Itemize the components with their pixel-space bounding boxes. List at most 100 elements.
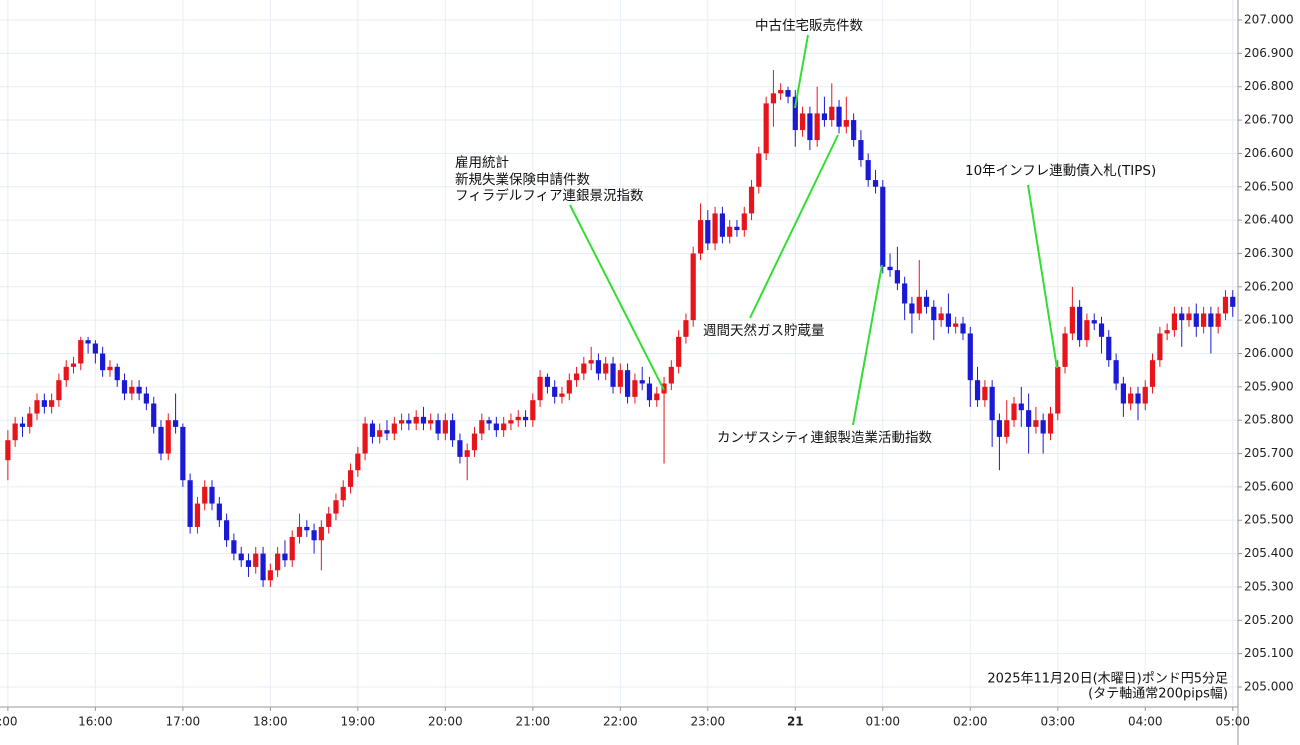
candle-body: [92, 343, 98, 354]
candle-body: [107, 366, 113, 371]
candle-body: [982, 386, 988, 401]
candle-body: [603, 363, 609, 374]
candle-body: [158, 426, 164, 454]
candle-body: [537, 376, 543, 401]
candle-body: [945, 313, 952, 327]
candle-body: [624, 370, 631, 397]
candle-body: [1230, 296, 1236, 307]
candle-body: [326, 513, 332, 527]
candle-body: [1026, 410, 1032, 427]
candle-body: [1040, 420, 1046, 434]
x-tick-label: 18:00: [253, 715, 288, 729]
candle-body: [880, 186, 886, 267]
candle-body: [1135, 393, 1141, 404]
candle-body: [770, 93, 777, 104]
candle-body: [974, 380, 981, 401]
candle-body: [1201, 313, 1207, 327]
y-tick-label: 205.200: [1244, 613, 1294, 627]
candle-body: [129, 386, 135, 394]
candle-body: [1091, 320, 1097, 324]
candle-body: [209, 486, 215, 504]
candle-body: [522, 416, 529, 421]
x-tick-label: 03:00: [1040, 715, 1075, 729]
candle-body: [989, 386, 995, 421]
candle-body: [799, 113, 806, 131]
x-tick-label: 16:00: [78, 715, 113, 729]
candle-body: [63, 366, 69, 381]
y-tick-label: 206.300: [1244, 246, 1294, 260]
candle-body: [70, 363, 77, 367]
candle-body: [595, 360, 602, 374]
pointer: [749, 134, 839, 319]
candle-body: [953, 323, 959, 327]
candle-body: [493, 423, 499, 431]
candle-body: [56, 380, 62, 401]
candle-body: [486, 420, 492, 424]
candle-body: [1171, 313, 1177, 331]
candle-body: [683, 320, 689, 337]
candle-body: [413, 416, 419, 424]
y-tick-label: 205.100: [1244, 646, 1294, 660]
candle-body: [479, 420, 485, 434]
y-tick-label: 206.900: [1244, 46, 1294, 60]
candle-body: [1047, 413, 1054, 434]
x-tick-label: 17:00: [166, 715, 201, 729]
x-tick-label: :00: [0, 715, 18, 729]
pointer: [1027, 184, 1058, 369]
candle-body: [858, 140, 864, 161]
candle-body: [792, 96, 798, 131]
candle-body: [807, 113, 813, 141]
candle-body: [836, 106, 842, 127]
candle-body: [967, 333, 973, 381]
candle-body: [311, 530, 317, 541]
candle-body: [333, 500, 339, 514]
candle-body: [194, 503, 201, 527]
candle-body: [894, 270, 900, 284]
candle-body: [245, 560, 252, 567]
candle-body: [398, 420, 405, 424]
candle-body: [1186, 313, 1192, 321]
candle-body: [741, 213, 747, 231]
candle-body: [785, 90, 791, 97]
candle-body: [216, 503, 222, 521]
candle-body: [187, 480, 193, 527]
candle-body: [676, 336, 682, 367]
x-tick-label: 23:00: [691, 715, 726, 729]
candle-body: [238, 553, 244, 561]
candle-body: [778, 90, 784, 94]
y-tick-label: 205.700: [1244, 446, 1294, 460]
annotation: カンザスシティ連銀製造業活動指数: [717, 430, 933, 446]
candle-body: [1164, 330, 1170, 334]
candle-body: [1149, 360, 1156, 387]
candle-body: [362, 423, 368, 454]
y-tick-label: 205.400: [1244, 546, 1294, 560]
candle-body: [697, 220, 704, 254]
y-tick-label: 205.500: [1244, 513, 1294, 527]
candle-body: [654, 393, 660, 401]
candle-body: [566, 380, 572, 394]
y-tick-label: 207.000: [1244, 13, 1294, 27]
candle-body: [428, 420, 434, 424]
x-tick-label: 04:00: [1128, 715, 1163, 729]
candle-body: [471, 433, 478, 451]
candle-body: [705, 220, 711, 244]
candle-body: [5, 440, 11, 461]
candle-body: [588, 360, 594, 364]
candle-body: [78, 340, 84, 364]
pointer: [569, 204, 665, 391]
candle-body: [296, 526, 303, 537]
candle-body: [406, 420, 412, 424]
candle-body: [1215, 313, 1221, 327]
y-tick-label: 205.000: [1244, 679, 1294, 693]
note: 2025年11月20日(木曜日)ポンド円5分足: [987, 672, 1228, 687]
pointer: [794, 34, 809, 109]
candle-body: [639, 380, 645, 384]
candle-body: [909, 303, 915, 314]
candle-body: [1033, 420, 1039, 427]
candle-body: [1098, 323, 1105, 337]
y-tick-label: 205.300: [1244, 579, 1294, 593]
candle-body: [727, 226, 733, 237]
candle-body: [12, 423, 18, 441]
candle-body: [1157, 333, 1163, 361]
annotation: 中古住宅販売件数: [755, 18, 863, 34]
